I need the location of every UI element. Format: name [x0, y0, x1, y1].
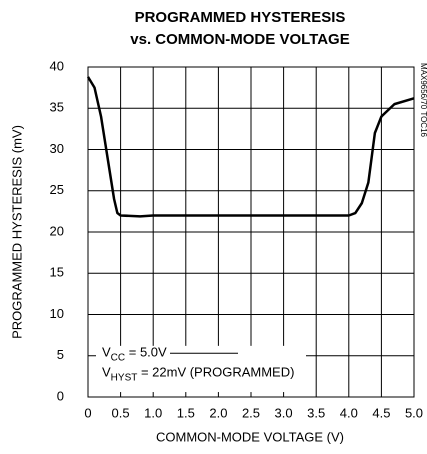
annotation-text: V — [102, 345, 111, 360]
x-tick-label: 2.5 — [242, 405, 260, 420]
x-tick-label: 2.0 — [209, 405, 227, 420]
plot-frame — [87, 66, 415, 398]
x-tick-label: 1.0 — [144, 405, 162, 420]
x-tick-label: 3.5 — [307, 405, 325, 420]
annotation: VCC = 5.0V — [102, 345, 167, 363]
chart-title: PROGRAMMED HYSTERESIS — [135, 9, 346, 26]
x-tick-label: 4.5 — [372, 405, 390, 420]
y-axis-label: PROGRAMMED HYSTERESIS (mV) — [9, 125, 24, 339]
x-axis-label: COMMON-MODE VOLTAGE (V) — [156, 429, 344, 444]
x-tick-label: 5.0 — [405, 405, 423, 420]
chart-title: vs. COMMON-MODE VOLTAGE — [130, 31, 349, 48]
x-tick-label: 0 — [84, 405, 91, 420]
annotation-sub: HYST — [111, 372, 138, 383]
y-tick-label: 15 — [50, 265, 64, 280]
y-tick-label: 40 — [50, 58, 64, 73]
x-tick-label: 0.5 — [112, 405, 130, 420]
annotation: VHYST = 22mV (PROGRAMMED) — [102, 365, 294, 383]
x-tick-label: 1.5 — [177, 405, 195, 420]
annotation-sub: CC — [111, 352, 125, 363]
y-tick-label: 10 — [50, 306, 64, 321]
y-tick-label: 30 — [50, 141, 64, 156]
y-tick-label: 20 — [50, 223, 64, 238]
side-note: MAX9656/70 TOC16 — [419, 63, 427, 138]
x-tick-label: 3.0 — [275, 405, 293, 420]
y-tick-label: 5 — [57, 347, 64, 362]
annotation-text: V — [102, 365, 111, 380]
annotation-text: = 22mV (PROGRAMMED) — [137, 365, 294, 380]
annotation-text: = 5.0V — [125, 345, 167, 360]
y-tick-label: 25 — [50, 182, 64, 197]
y-tick-label: 35 — [50, 100, 64, 115]
y-tick-label: 0 — [57, 388, 64, 403]
data-line — [86, 76, 415, 218]
x-tick-label: 4.0 — [340, 405, 358, 420]
